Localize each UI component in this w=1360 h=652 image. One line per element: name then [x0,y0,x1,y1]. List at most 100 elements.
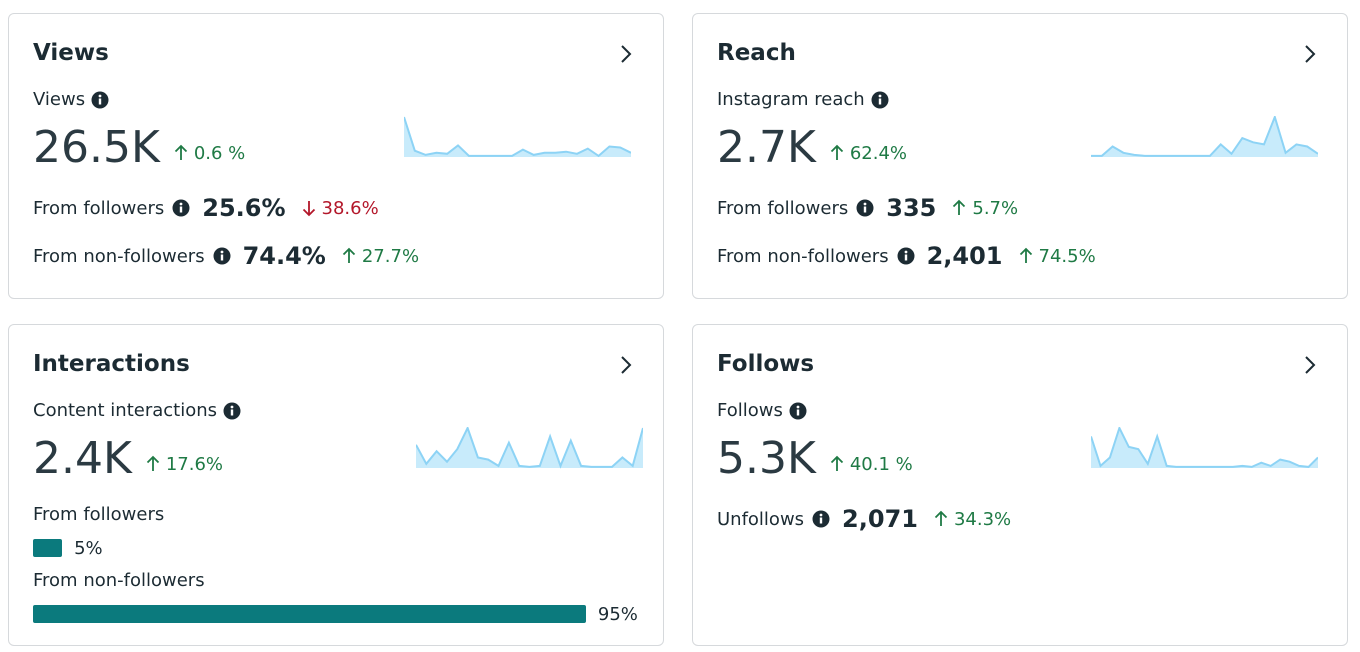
card-title: Reach [717,40,796,66]
chevron[interactable] [1303,44,1317,64]
metric-label: Content interactions [33,400,241,421]
chevron[interactable] [619,355,633,375]
sparkline [416,427,643,469]
change: 62.4% [830,143,907,164]
card-title: Views [33,40,109,66]
chevron-path [621,356,632,374]
stat-row: From followers 25.6% 38.6% [33,194,379,222]
breakdown-bar [33,539,63,557]
arrow-path [342,247,355,263]
info-icon [91,91,109,108]
change-text: 62.4% [849,142,908,164]
sparkline-area [404,117,631,157]
info-stem [864,206,867,213]
sparkline-line [1091,427,1318,468]
info-stem [819,517,823,524]
metric-value: 2.4K [33,433,132,484]
card[interactable]: Views Views 26.5K 0.6 % From followers 25.6% 3… [8,13,664,299]
info-icon [871,91,889,108]
arrow-path [146,455,159,471]
info-stem [878,98,881,104]
row-value: 2,071 [842,505,918,533]
sparkline-area [416,428,643,468]
change-text: 0.6 % [193,142,246,164]
info-icon [223,402,241,419]
card[interactable]: Interactions Content interactions 2.4K 17.6… [8,324,664,646]
change: 34.3% [934,509,1011,530]
metric-value: 2.7K [717,122,816,173]
change-text: 5.7% [972,197,1019,219]
breakdown-value: 5% [74,538,103,559]
card-title: Follows [717,351,815,377]
card[interactable]: Follows Follows 5.3K 40.1 % Unfollows 2,071 34… [692,324,1348,646]
arrow-path [830,144,843,160]
change: 40.1 % [830,454,913,475]
chevron[interactable] [619,44,633,64]
metric-label-text: Views [33,89,86,110]
arrow-path [934,510,948,526]
chevron-path [621,45,632,63]
breakdown-label: From non-followers [33,570,205,591]
info-stem [180,206,183,213]
sparkline-line [404,116,631,158]
metric: 26.5K 0.6 % [33,122,245,173]
chevron[interactable] [1303,355,1317,375]
change: 27.7% [342,246,419,267]
info-dot [904,250,907,254]
info-dot [220,250,223,254]
arrow-path [1019,247,1032,263]
info-dot [98,94,102,97]
change-text: 38.6% [321,197,379,219]
change-arrow [146,455,159,471]
change-arrow [830,455,843,471]
info-stem [230,409,234,415]
info-stem [796,409,800,415]
change: 0.6 % [174,143,245,164]
breakdown-track: 5% [33,538,615,559]
metric-value: 5.3K [717,433,816,484]
info-stem [98,98,102,104]
change-text: 27.7% [361,245,420,267]
info-dot [819,513,823,517]
arrow-path [830,455,843,471]
card-title: Interactions [33,351,190,377]
change-arrow [174,144,187,160]
change-arrow [342,247,355,263]
card[interactable]: Reach Instagram reach 2.7K 62.4% From follow… [692,13,1348,299]
breakdown-label: From followers [33,504,165,525]
sparkline-line [1091,116,1318,157]
metric: 5.3K 40.1 % [717,433,913,484]
breakdown-value: 95% [597,604,638,625]
sparkline [1091,116,1318,157]
row-value: 335 [886,194,937,222]
info-icon [172,199,190,217]
info-icon [856,199,874,217]
chevron-path [1305,45,1316,63]
row-value: 2,401 [926,242,1003,270]
arrow-path [174,144,187,160]
info-dot [878,94,882,97]
stat-row: From non-followers 2,401 74.5% [717,242,1096,270]
sparkline-area [1091,117,1318,157]
change: 74.5% [1019,246,1096,267]
row-label: Unfollows [717,508,805,530]
row-label: From followers [33,197,165,219]
info-icon [789,402,807,419]
sparkline [404,116,631,158]
info-stem [904,254,907,261]
info-stem [220,254,223,261]
stat-row: From non-followers 74.4% 27.7% [33,242,419,270]
metric-label-text: Follows [717,400,783,421]
metric: 2.4K 17.6% [33,433,223,484]
info-dot [230,405,234,408]
sparkline-area [1091,428,1318,468]
row-label: From followers [717,197,849,219]
info-icon [213,247,231,265]
breakdown-bar [33,605,586,623]
metric-label-text: Instagram reach [717,89,865,110]
metric: 2.7K 62.4% [717,122,907,173]
row-value: 25.6% [202,194,286,222]
change-arrow [302,201,315,217]
metric-label-text: Content interactions [33,400,218,421]
